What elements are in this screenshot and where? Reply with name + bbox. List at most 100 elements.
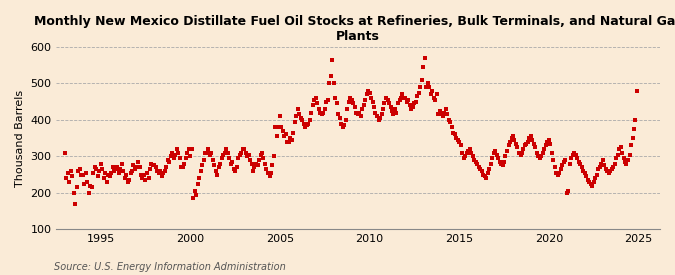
Point [313, 107, 324, 111]
Point [358, 103, 369, 108]
Point [205, 152, 215, 157]
Point [536, 154, 547, 159]
Point [138, 172, 149, 177]
Point [255, 152, 266, 157]
Point [488, 150, 499, 155]
Title: Monthly New Mexico Distillate Fuel Oil Stocks at Refineries, Bulk Terminals, and: Monthly New Mexico Distillate Fuel Oil S… [34, 15, 675, 43]
Point [74, 167, 85, 171]
Point [209, 163, 219, 168]
Point [591, 172, 602, 177]
Point [489, 149, 500, 153]
Point [73, 169, 84, 173]
Point [264, 174, 275, 179]
Point [146, 161, 157, 166]
Point [601, 169, 612, 173]
Point [132, 160, 143, 164]
Point [59, 150, 70, 155]
Point [597, 158, 608, 162]
Point [331, 101, 342, 106]
Point [433, 112, 443, 117]
Point [67, 174, 78, 179]
Point [275, 114, 286, 119]
Point [583, 178, 593, 182]
Point [450, 132, 460, 137]
Point [461, 150, 472, 155]
Point [64, 180, 75, 184]
Point [159, 169, 170, 173]
Point [137, 176, 148, 180]
Point [599, 163, 610, 168]
Point [136, 172, 146, 177]
Point [200, 150, 211, 155]
Point [563, 189, 574, 193]
Point [279, 134, 290, 139]
Point [243, 152, 254, 157]
Point [436, 112, 447, 117]
Point [244, 158, 255, 162]
Point [197, 163, 208, 168]
Point [184, 147, 194, 151]
Point [198, 158, 209, 162]
Point [535, 156, 545, 160]
Point [333, 112, 344, 117]
Point [312, 101, 323, 106]
Point [194, 176, 205, 180]
Point [190, 189, 200, 193]
Point [385, 105, 396, 109]
Point [573, 160, 584, 164]
Point [161, 165, 172, 169]
Point [228, 167, 239, 171]
Point [296, 116, 306, 120]
Point [479, 174, 490, 179]
Point [627, 136, 638, 140]
Point [230, 169, 240, 173]
Point [560, 158, 571, 162]
Point [537, 150, 548, 155]
Point [369, 105, 379, 109]
Point [611, 156, 622, 160]
Point [351, 110, 362, 115]
Point [460, 154, 470, 159]
Point [276, 125, 287, 130]
Point [473, 165, 484, 169]
Point [381, 96, 392, 100]
Point [261, 167, 272, 171]
Point [511, 141, 522, 146]
Point [100, 170, 111, 175]
Point [338, 125, 348, 130]
Point [152, 169, 163, 173]
Point [615, 145, 626, 149]
Point [549, 165, 560, 169]
Point [188, 196, 198, 200]
Point [101, 180, 112, 184]
Point [221, 147, 232, 151]
Point [336, 121, 347, 126]
Point [399, 96, 410, 100]
Point [78, 172, 88, 177]
Point [219, 150, 230, 155]
Point [383, 101, 394, 106]
Point [170, 152, 181, 157]
Point [88, 170, 99, 175]
Point [454, 140, 464, 144]
Point [463, 149, 474, 153]
Point [415, 85, 426, 89]
Point [76, 172, 86, 177]
Point [125, 170, 136, 175]
Point [620, 160, 630, 164]
Point [431, 92, 442, 97]
Point [600, 167, 611, 171]
Point [256, 150, 267, 155]
Point [508, 134, 518, 139]
Point [121, 172, 132, 177]
Point [339, 123, 350, 128]
Point [614, 147, 624, 151]
Point [477, 169, 487, 173]
Point [375, 116, 385, 120]
Point [628, 127, 639, 131]
Point [213, 165, 224, 169]
Point [61, 176, 72, 180]
Point [367, 100, 378, 104]
Point [408, 105, 418, 109]
Point [143, 176, 154, 180]
